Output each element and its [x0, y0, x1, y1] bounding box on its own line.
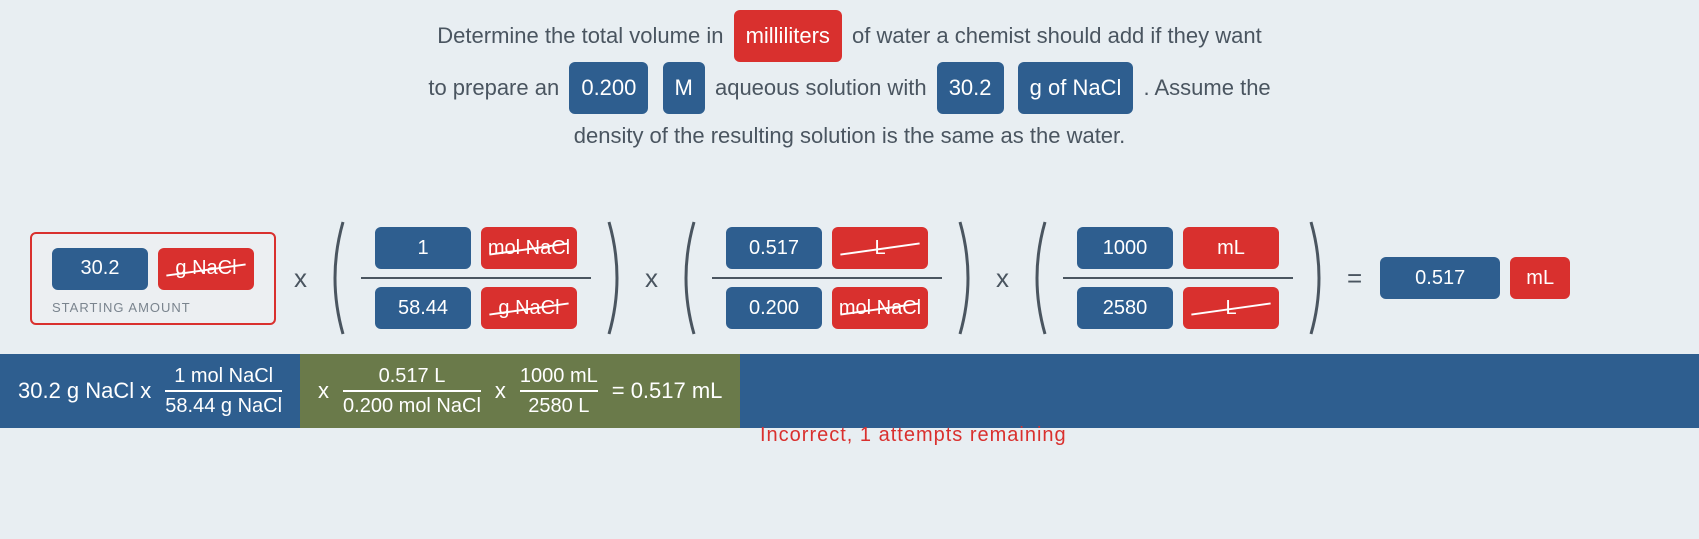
answer-unit-tile[interactable]: mL — [1510, 257, 1570, 299]
summary-seg-2: x 0.517 L 0.200 mol NaCl x 1000 mL 2580 … — [300, 354, 740, 428]
fraction-bar — [343, 390, 481, 392]
answer-value-tile[interactable]: 0.517 — [1380, 257, 1500, 299]
text: 1000 mL — [520, 365, 598, 387]
f1-bot-value[interactable]: 58.44 — [375, 287, 471, 329]
f2-bot-value[interactable]: 0.200 — [726, 287, 822, 329]
fraction-bar — [1063, 277, 1293, 279]
chip-molarity: 0.200 — [569, 62, 648, 114]
text: x — [318, 378, 329, 404]
text: Determine the total volume in — [437, 23, 723, 48]
summary-seg-3 — [740, 354, 1699, 428]
f3-top-unit[interactable]: mL — [1183, 227, 1279, 269]
text: 2580 L — [528, 395, 589, 417]
fraction-bar — [712, 277, 942, 279]
mini-frac-2: 0.517 L 0.200 mol NaCl — [343, 365, 481, 417]
f1-top-value[interactable]: 1 — [375, 227, 471, 269]
f3-bot-unit[interactable]: L — [1183, 287, 1279, 329]
starting-amount-label: STARTING AMOUNT — [52, 300, 254, 315]
f2-bot-unit[interactable]: mol NaCl — [832, 287, 928, 329]
summary-seg-1: 30.2 g NaCl x 1 mol NaCl 58.44 g NaCl — [0, 354, 300, 428]
answer-box[interactable]: 0.517 mL — [1380, 257, 1570, 299]
text: 58.44 g NaCl — [165, 395, 282, 417]
f3-bot-value[interactable]: 2580 — [1077, 287, 1173, 329]
f1-top-unit[interactable]: mol NaCl — [481, 227, 577, 269]
equals-op: = — [1343, 263, 1366, 294]
equation-summary-bar: 30.2 g NaCl x 1 mol NaCl 58.44 g NaCl x … — [0, 354, 1699, 428]
problem-statement: Determine the total volume in milliliter… — [0, 0, 1699, 178]
conversion-factor-3[interactable]: 1000 mL 2580 L — [1063, 227, 1293, 329]
text: 30.2 g NaCl x — [18, 378, 151, 404]
start-unit-tile[interactable]: g NaCl — [158, 248, 254, 290]
paren-right-icon — [1307, 218, 1329, 338]
fraction-bar — [361, 277, 591, 279]
text: of water a chemist should add if they wa… — [852, 23, 1262, 48]
multiply-op: x — [992, 263, 1013, 294]
f3-top-value[interactable]: 1000 — [1077, 227, 1173, 269]
paren-left-icon — [325, 218, 347, 338]
mini-frac-1: 1 mol NaCl 58.44 g NaCl — [165, 365, 282, 417]
chip-g-nacl: g of NaCl — [1018, 62, 1134, 114]
text: 0.200 mol NaCl — [343, 395, 481, 417]
text: 1 mol NaCl — [174, 365, 273, 387]
starting-amount-box[interactable]: 30.2 g NaCl STARTING AMOUNT — [30, 232, 276, 325]
start-value-tile[interactable]: 30.2 — [52, 248, 148, 290]
fraction-bar — [165, 390, 282, 392]
text: aqueous solution with — [715, 75, 927, 100]
f2-top-value[interactable]: 0.517 — [726, 227, 822, 269]
mini-frac-3: 1000 mL 2580 L — [520, 365, 598, 417]
text: = 0.517 mL — [612, 378, 723, 404]
paren-right-icon — [956, 218, 978, 338]
chip-m-unit: M — [663, 62, 705, 114]
text: x — [495, 378, 506, 404]
text: density of the resulting solution is the… — [40, 114, 1659, 158]
multiply-op: x — [641, 263, 662, 294]
conversion-factor-2[interactable]: 0.517 L 0.200 mol NaCl — [712, 227, 942, 329]
f2-top-unit[interactable]: L — [832, 227, 928, 269]
text: to prepare an — [428, 75, 559, 100]
chip-milliliters: milliliters — [734, 10, 842, 62]
conversion-factor-1[interactable]: 1 mol NaCl 58.44 g NaCl — [361, 227, 591, 329]
chip-mass: 30.2 — [937, 62, 1004, 114]
text: 0.517 L — [379, 365, 446, 387]
multiply-op: x — [290, 263, 311, 294]
text: . Assume the — [1143, 75, 1270, 100]
fraction-bar — [520, 390, 598, 392]
paren-left-icon — [1027, 218, 1049, 338]
equation-row: 30.2 g NaCl STARTING AMOUNT x 1 mol NaCl… — [0, 178, 1699, 348]
paren-left-icon — [676, 218, 698, 338]
paren-right-icon — [605, 218, 627, 338]
f1-bot-unit[interactable]: g NaCl — [481, 287, 577, 329]
